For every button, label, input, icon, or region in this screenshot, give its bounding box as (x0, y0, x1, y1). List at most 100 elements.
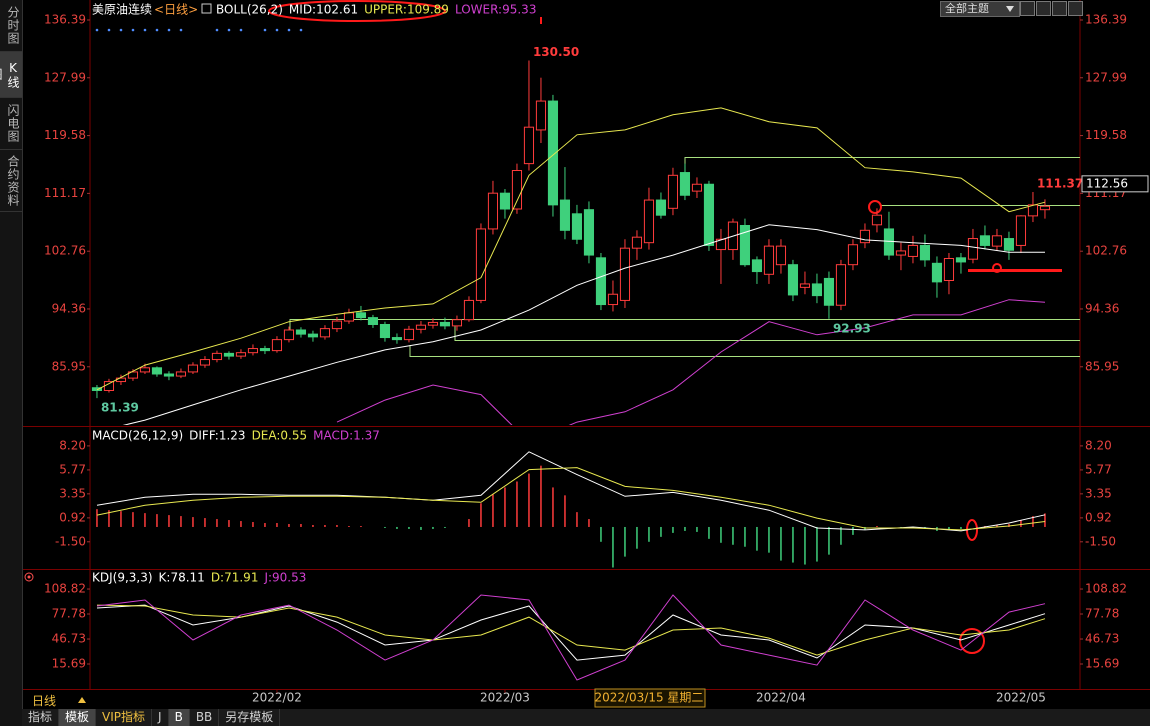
candle-body (427, 321, 439, 326)
candle-body (367, 317, 379, 325)
sidebar-tab[interactable]: 分时图 (0, 0, 22, 52)
signal-dot (227, 28, 231, 32)
signal-dot (95, 28, 99, 32)
candle-body (463, 299, 475, 321)
indicator-line (122, 224, 1046, 425)
y-tick-label: -1.50 (55, 534, 86, 548)
y-tick-label: 0.92 (1085, 510, 1112, 524)
footer-tab[interactable]: BB (190, 709, 220, 726)
candle-body (271, 339, 283, 352)
candle-body (499, 192, 511, 210)
y-tick-label: 46.73 (52, 632, 86, 646)
toolbar-icon[interactable] (1020, 1, 1035, 16)
candle-body (835, 264, 847, 306)
signal-dot (287, 28, 291, 32)
footer-tab[interactable]: VIP指标 (96, 709, 153, 726)
x-tick-label: 2022/04 (756, 691, 806, 705)
price-annotation: 111.37 (1037, 177, 1083, 191)
frame (22, 0, 1150, 690)
theme-button-label: 全部主题 (945, 2, 989, 15)
signal-dot (239, 28, 243, 32)
y-tick-label: 102.76 (44, 244, 86, 258)
candle-body (931, 262, 943, 283)
candle-body (307, 333, 319, 338)
y-tick-label: 77.78 (52, 607, 86, 621)
candle-body (319, 328, 331, 338)
candle-body (127, 371, 139, 379)
y-tick-label: 108.82 (44, 582, 86, 596)
candle-body (199, 359, 211, 366)
candle-body (787, 264, 799, 296)
indicator-line (336, 299, 1046, 425)
footer-tab[interactable]: J (152, 709, 169, 726)
y-tick-label: 119.58 (44, 128, 86, 142)
footer-tab[interactable]: 指标 (22, 709, 60, 726)
theme-button[interactable]: 全部主题 (940, 1, 1020, 17)
indicator-icon[interactable] (201, 3, 212, 14)
y-tick-label: 3.35 (59, 486, 86, 500)
y-tick-label: 127.99 (1085, 70, 1127, 84)
panel-icon-dot (27, 575, 31, 579)
last-price-label: 112.56 (1086, 176, 1128, 190)
candle-body (595, 257, 607, 306)
legend-entry: MACD:1.37 (313, 429, 380, 443)
candle-body (487, 192, 499, 230)
candle-body (391, 337, 403, 341)
candle-body (775, 245, 787, 266)
candle-body (811, 283, 823, 297)
price-annotation: 130.50 (533, 45, 579, 59)
footer-tab[interactable]: 另存模板 (219, 709, 281, 726)
candle-body (691, 183, 703, 192)
panel (91, 60, 1051, 425)
signal-dot (119, 28, 123, 32)
x-tick-label: 2022/05 (996, 691, 1046, 705)
legend-entry: K:78.11 (159, 571, 205, 585)
footer-tab[interactable]: B (168, 709, 190, 726)
candle-body (211, 352, 223, 361)
y-tick-label: -1.50 (1085, 534, 1116, 548)
candle-body (295, 329, 307, 335)
y-tick-label: 46.73 (1085, 632, 1119, 646)
candle-body (439, 321, 451, 327)
candle-body (343, 312, 355, 322)
legend-entry: D:71.91 (211, 571, 259, 585)
panel (96, 594, 1046, 681)
candle-body (535, 100, 547, 131)
legend-entry: MID:102.61 (289, 3, 358, 17)
sidebar: 分时图 K线图 闪电图 合约资料 (0, 0, 23, 726)
y-tick-label: 77.78 (1085, 607, 1119, 621)
candle-body (163, 373, 175, 377)
candle-body (1015, 215, 1027, 246)
toolbar-icon[interactable] (1068, 1, 1083, 16)
period-arrow[interactable] (78, 697, 86, 703)
candle-body (703, 183, 715, 246)
x-tick-label: 2022/02 (252, 691, 302, 705)
candle-body (763, 245, 775, 275)
footer-tab[interactable]: 模板 (59, 709, 97, 726)
candle-body (883, 228, 895, 256)
toolbar-icon[interactable] (1036, 1, 1051, 16)
toolbar-icon[interactable] (1052, 1, 1067, 16)
signal-dot (299, 28, 303, 32)
price-annotation: 81.39 (101, 401, 139, 415)
candle-body (139, 367, 151, 373)
period-selector[interactable]: 日线 (32, 694, 57, 708)
candle-body (379, 323, 391, 339)
sidebar-tab[interactable]: 合约资料 (0, 150, 22, 212)
candle-body (859, 229, 871, 244)
dropdown-arrow (1006, 6, 1014, 12)
legend-entry: MACD(26,12,9) (92, 429, 183, 443)
last-price-box (1081, 175, 1149, 193)
legend-entry: KDJ(9,3,3) (92, 571, 153, 585)
sidebar-tab[interactable]: 闪电图 (0, 98, 22, 150)
indicator-line (96, 604, 1046, 661)
footer-tabs: 指标 模板 VIP指标 J B BB 另存模板 (22, 709, 1150, 726)
candle-body (223, 352, 235, 357)
panel-icon[interactable] (24, 572, 34, 582)
candle-body (235, 352, 247, 357)
y-tick-label: 15.69 (52, 657, 86, 671)
indicator-line (96, 107, 1046, 391)
sidebar-tab[interactable]: K线图 (0, 52, 22, 98)
candle-body (655, 199, 667, 216)
candle-body (283, 329, 295, 341)
